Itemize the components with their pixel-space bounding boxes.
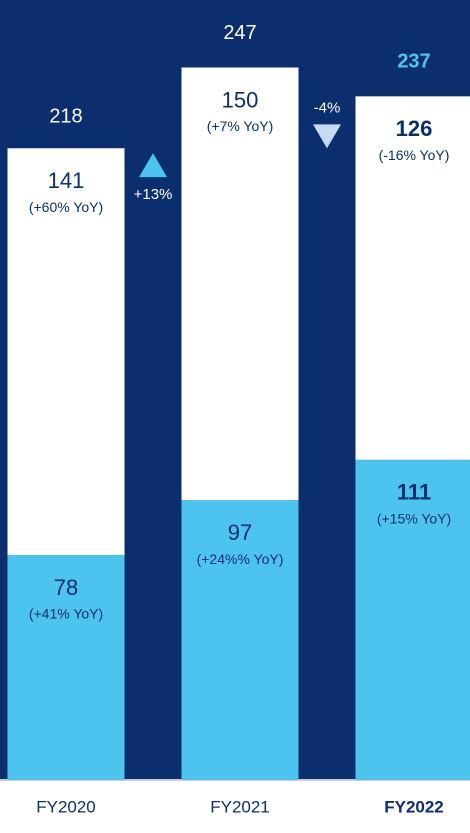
segment-yoy-label: (+7% YoY) — [207, 118, 274, 134]
x-tick-label: FY2022 — [384, 797, 444, 816]
segment-yoy-label: (+24%% YoY) — [197, 551, 284, 567]
segment-yoy-label: (+41% YoY) — [29, 606, 103, 622]
segment-yoy-label: (-16% YoY) — [379, 147, 450, 163]
segment-value-label: 126 — [396, 116, 433, 141]
bar-segment — [355, 459, 470, 780]
change-arrow — [139, 153, 167, 178]
segment-yoy-label: (+15% YoY) — [377, 511, 451, 527]
segment-value-label: 141 — [48, 168, 85, 193]
total-label: 247 — [223, 22, 256, 44]
segment-yoy-label: (+60% YoY) — [29, 199, 103, 215]
total-label: 218 — [49, 105, 82, 127]
segment-value-label: 111 — [397, 480, 431, 505]
change-label: +13% — [134, 186, 173, 203]
bar-segment — [7, 555, 125, 780]
change-arrow — [313, 124, 341, 149]
bar-segment — [181, 67, 299, 501]
x-tick-label: FY2020 — [36, 797, 96, 816]
bar-segment — [181, 500, 299, 780]
x-tick-label: FY2021 — [210, 797, 270, 816]
segment-value-label: 78 — [54, 575, 78, 600]
total-label: 237 — [397, 51, 430, 73]
change-label: -4% — [314, 99, 341, 116]
bar-segment — [355, 96, 470, 460]
segment-value-label: 150 — [222, 87, 259, 112]
segment-value-label: 97 — [228, 520, 252, 545]
bar-segment — [7, 148, 125, 555]
